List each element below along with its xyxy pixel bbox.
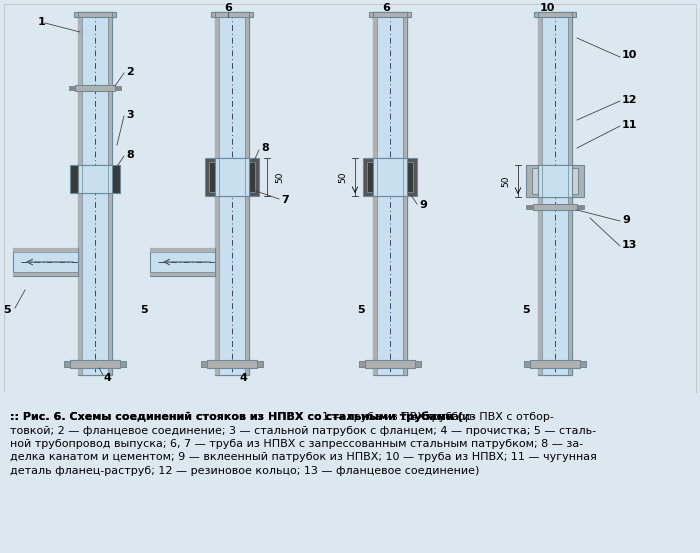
Text: 5: 5 bbox=[358, 305, 365, 315]
Text: 11: 11 bbox=[622, 120, 638, 130]
Text: 50: 50 bbox=[501, 175, 510, 187]
Text: 10: 10 bbox=[622, 50, 638, 60]
Text: 50: 50 bbox=[338, 171, 347, 182]
Bar bbox=[13, 248, 78, 276]
Bar bbox=[215, 12, 249, 375]
Text: 1 — труба из ПВХ с отбор-: 1 — труба из ПВХ с отбор- bbox=[321, 412, 475, 422]
Bar bbox=[78, 12, 82, 375]
Bar bbox=[577, 205, 584, 209]
Text: 5: 5 bbox=[522, 305, 530, 315]
Bar bbox=[526, 165, 584, 197]
Text: деталь фланец-раструб; 12 — резиновое кольцо; 13 — фланцевое соединение): деталь фланец-раструб; 12 — резиновое ко… bbox=[10, 466, 480, 476]
Bar bbox=[363, 158, 417, 196]
Bar bbox=[245, 12, 249, 375]
Bar bbox=[108, 12, 112, 375]
Text: ной трубопровод выпуска; 6, 7 — труба из НПВХ с запрессованным стальным патрубко: ной трубопровод выпуска; 6, 7 — труба из… bbox=[10, 439, 583, 449]
Bar bbox=[365, 360, 415, 368]
Text: 6: 6 bbox=[382, 3, 390, 13]
Text: 3: 3 bbox=[126, 110, 134, 120]
Bar bbox=[13, 248, 78, 252]
Bar bbox=[69, 86, 75, 90]
Bar bbox=[115, 86, 121, 90]
Text: :: Рис. 6. Схемы соединений стояков из НПВХ со стальными трубами (: :: Рис. 6. Схемы соединений стояков из Н… bbox=[10, 412, 463, 422]
Text: 12: 12 bbox=[622, 95, 638, 105]
Bar bbox=[70, 360, 120, 368]
Bar bbox=[580, 361, 586, 367]
Bar bbox=[526, 205, 533, 209]
Text: 8: 8 bbox=[126, 150, 134, 160]
Text: 5: 5 bbox=[141, 305, 148, 315]
Text: 2: 2 bbox=[126, 67, 134, 77]
Bar bbox=[538, 12, 542, 375]
Bar bbox=[150, 248, 215, 252]
Bar bbox=[150, 248, 215, 276]
Bar bbox=[4, 4, 696, 392]
Bar bbox=[534, 12, 576, 17]
Bar bbox=[78, 12, 112, 375]
Text: 4: 4 bbox=[103, 373, 111, 383]
Bar bbox=[524, 361, 530, 367]
Bar bbox=[538, 165, 572, 197]
Text: 1 — труба из ПВХ с отбор-: 1 — труба из ПВХ с отбор- bbox=[400, 412, 554, 422]
Bar bbox=[120, 361, 126, 367]
Text: 8: 8 bbox=[261, 143, 269, 153]
Bar bbox=[13, 272, 78, 276]
Bar bbox=[74, 12, 116, 17]
Text: 9: 9 bbox=[622, 215, 630, 225]
Bar bbox=[78, 165, 112, 193]
Bar bbox=[205, 158, 259, 196]
Bar bbox=[373, 12, 407, 375]
Text: 9: 9 bbox=[419, 200, 427, 210]
Bar bbox=[359, 361, 365, 367]
Text: 1: 1 bbox=[38, 17, 46, 27]
Text: 6: 6 bbox=[224, 3, 232, 13]
Text: 7: 7 bbox=[281, 195, 288, 205]
Bar bbox=[367, 162, 413, 192]
Bar bbox=[415, 361, 421, 367]
Bar bbox=[207, 360, 257, 368]
Text: :: Рис. 6. Схемы соединений стояков из НПВХ со стальными трубами (: :: Рис. 6. Схемы соединений стояков из Н… bbox=[10, 412, 463, 422]
Bar bbox=[533, 204, 577, 210]
Bar bbox=[201, 361, 207, 367]
Bar bbox=[530, 360, 580, 368]
Bar bbox=[403, 12, 407, 375]
Bar bbox=[64, 361, 70, 367]
Bar bbox=[538, 12, 572, 375]
Text: товкой; 2 — фланцевое соединение; 3 — стальной патрубок с фланцем; 4 — прочистка: товкой; 2 — фланцевое соединение; 3 — ст… bbox=[10, 425, 596, 436]
Bar bbox=[70, 165, 120, 193]
Bar bbox=[4, 392, 696, 400]
Bar bbox=[257, 361, 263, 367]
Bar bbox=[215, 12, 219, 375]
Bar bbox=[211, 12, 253, 17]
Bar bbox=[369, 12, 411, 17]
Bar bbox=[75, 85, 115, 91]
Text: делка канатом и цементом; 9 — вклеенный патрубок из НПВХ; 10 — труба из НПВХ; 11: делка канатом и цементом; 9 — вклеенный … bbox=[10, 452, 597, 462]
Bar bbox=[568, 12, 572, 375]
Bar bbox=[373, 12, 377, 375]
Bar bbox=[215, 158, 249, 196]
Bar bbox=[209, 162, 255, 192]
Text: 10: 10 bbox=[539, 3, 554, 13]
Bar bbox=[532, 168, 578, 194]
Text: 4: 4 bbox=[240, 373, 248, 383]
Text: 5: 5 bbox=[4, 305, 11, 315]
Text: 50: 50 bbox=[275, 171, 284, 182]
Bar bbox=[373, 158, 407, 196]
Text: 13: 13 bbox=[622, 240, 638, 250]
Bar bbox=[150, 272, 215, 276]
